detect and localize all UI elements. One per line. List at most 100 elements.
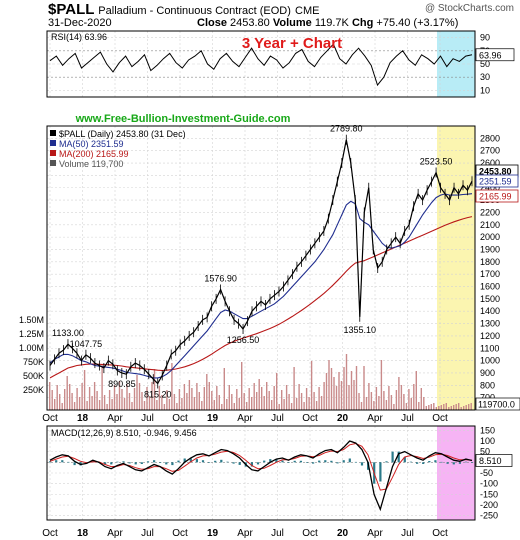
volume-bar xyxy=(268,391,270,410)
price-tick-label: 1700 xyxy=(480,269,500,279)
macd-histogram-bar xyxy=(422,462,425,464)
macd-histogram-bar xyxy=(208,462,211,463)
volume-bar xyxy=(163,404,166,410)
rsi-panel-border xyxy=(46,30,476,98)
price-x-tick-label: Oct xyxy=(42,413,58,424)
volume-bar xyxy=(448,407,450,410)
volume-bar xyxy=(266,382,268,410)
price-x-tick-label: 20 xyxy=(337,413,349,424)
macd-histogram-bar xyxy=(446,462,449,464)
macd-tick-label: -250 xyxy=(480,511,498,521)
macd-x-tick-label: Jul xyxy=(271,528,284,539)
volume-bar xyxy=(191,388,193,410)
volume-bar xyxy=(453,405,455,410)
price-annotation: 890.85 xyxy=(108,379,136,389)
volume-bar xyxy=(208,382,210,410)
macd-histogram-bar xyxy=(214,460,217,463)
volume-bar xyxy=(241,362,243,410)
rsi-legend: RSI(14) 63.96 xyxy=(51,32,107,42)
exchange: CME xyxy=(295,5,320,17)
volume-bar xyxy=(78,397,81,410)
price-tick-label: 1800 xyxy=(480,257,500,267)
volume-bar xyxy=(328,360,330,410)
volume-bar xyxy=(201,401,203,410)
volume-bar xyxy=(410,398,412,410)
price-legend-entry: Volume 119,700 xyxy=(59,159,123,169)
price-legend-entry: MA(200) 2165.99 xyxy=(59,149,129,159)
volume-bar xyxy=(213,400,215,410)
volume-bar xyxy=(146,387,148,410)
volume-bar xyxy=(49,382,51,410)
macd-tick-label: -150 xyxy=(480,489,498,499)
volume-bar xyxy=(418,402,420,410)
volume-bar xyxy=(310,361,313,410)
volume-bar xyxy=(228,385,230,410)
volume-bar xyxy=(64,389,66,410)
volume-bar xyxy=(93,382,96,410)
price-tick-label: 2200 xyxy=(480,207,500,217)
volume-axis-label: 250K xyxy=(23,385,44,395)
macd-panel-border xyxy=(46,425,476,521)
price-annotation: 1256.50 xyxy=(227,335,260,345)
price-tick-label: 1300 xyxy=(480,319,500,329)
volume-bar xyxy=(128,393,131,410)
volume-bar xyxy=(166,390,168,410)
macd-histogram-bar xyxy=(55,460,58,463)
volume-bar xyxy=(233,403,235,410)
price-annotation: 815.20 xyxy=(144,389,172,399)
macd-histogram-bar xyxy=(250,462,253,467)
volume-bar xyxy=(81,383,83,410)
price-x-tick-label: Jul xyxy=(401,413,414,424)
volume-bar xyxy=(181,398,183,410)
volume-bar xyxy=(71,393,73,410)
price-annotation: 2789.80 xyxy=(330,124,363,134)
rsi-tick-label: 50 xyxy=(480,59,490,69)
volume-bar xyxy=(368,383,370,410)
macd-x-tick-label: 19 xyxy=(207,528,219,539)
volume-bar xyxy=(108,390,111,410)
macd-histogram-bar xyxy=(360,462,364,466)
price-annotation: 1355.10 xyxy=(343,325,376,335)
volume-bar xyxy=(413,384,415,410)
volume-bar xyxy=(425,406,427,410)
volume-bar xyxy=(221,404,223,410)
price-tick-label: 2000 xyxy=(480,232,500,242)
macd-histogram-bar xyxy=(391,451,394,463)
volume-bar xyxy=(395,390,398,410)
macd-histogram-bar xyxy=(140,462,143,464)
macd-histogram-bar xyxy=(49,461,52,463)
macd-value-tag: 8.510 xyxy=(479,456,502,466)
price-x-tick-label: Apr xyxy=(367,413,383,424)
macd-histogram-bar xyxy=(116,461,119,463)
macd-histogram-bar xyxy=(342,460,345,463)
macd-line xyxy=(49,440,473,512)
price-annotation: 1133.00 xyxy=(52,328,84,338)
volume-bar xyxy=(271,400,273,410)
volume-bar xyxy=(298,384,300,410)
quote-summary: Close 2453.80 Volume 119.7K Chg +75.40 (… xyxy=(197,17,458,29)
volume-bar xyxy=(423,397,425,410)
volume-bar xyxy=(378,396,380,410)
macd-histogram-bar xyxy=(153,460,156,463)
volume-bar xyxy=(400,385,403,410)
price-value-tag-box xyxy=(475,174,519,188)
volume-bar xyxy=(390,395,393,410)
price-tick-label: 1100 xyxy=(480,343,499,353)
close-value: 2453.80 xyxy=(230,17,270,29)
price-tick-label: 1900 xyxy=(480,244,500,254)
volume-bar xyxy=(133,388,136,410)
volume-bar xyxy=(415,371,417,410)
copyright[interactable]: @ StockCharts.com xyxy=(424,3,514,14)
macd-histogram-bar xyxy=(263,460,266,463)
volume-bar xyxy=(430,404,432,410)
macd-histogram-bar xyxy=(330,460,333,463)
volume-bar xyxy=(455,404,457,410)
macd-histogram-bar xyxy=(269,459,272,463)
volume-label: Volume xyxy=(272,17,312,29)
price-value-tag: 2165.99 xyxy=(479,192,512,202)
macd-histogram-bar xyxy=(281,460,284,463)
macd-histogram-bar xyxy=(220,459,223,463)
volume-bar xyxy=(403,394,405,410)
price-tick-label: 1500 xyxy=(480,294,500,304)
